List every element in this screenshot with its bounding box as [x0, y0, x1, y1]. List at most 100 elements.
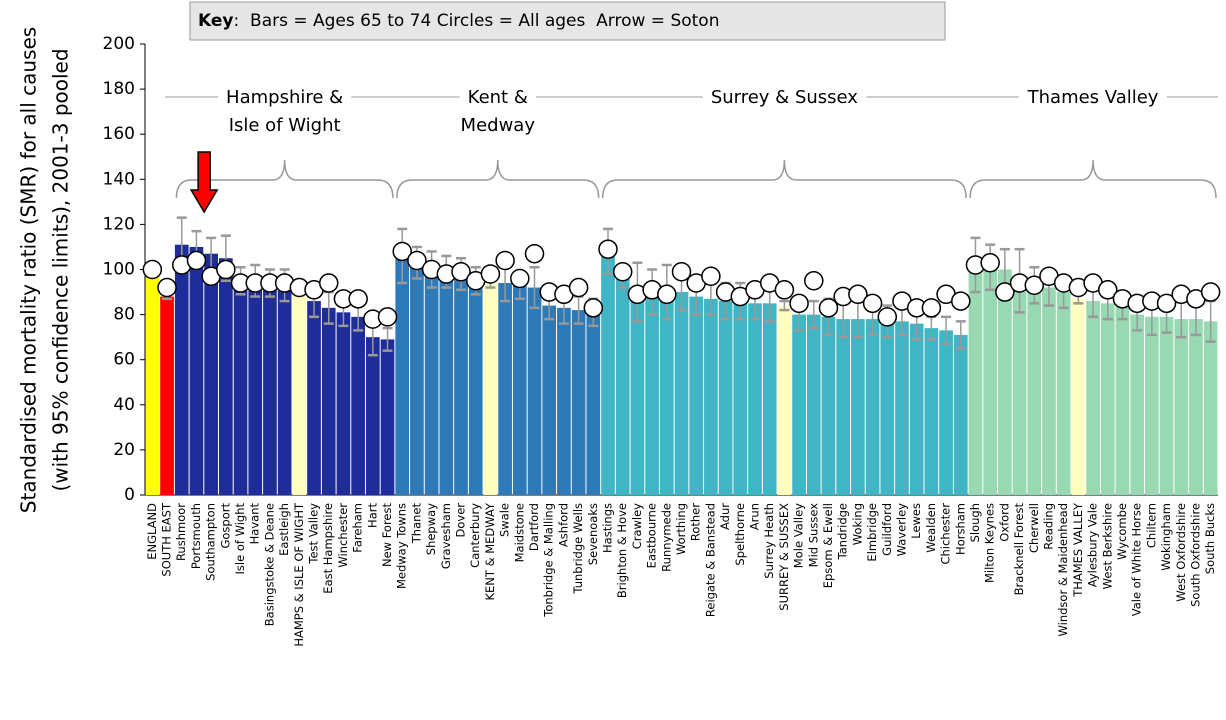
group-label-bg — [459, 87, 536, 108]
bar — [410, 262, 424, 495]
y-tick-label: 160 — [103, 124, 135, 144]
key: Key: Bars = Ages 65 to 74 Circles = All … — [198, 11, 719, 31]
x-tick-label: Eastbourne — [645, 503, 659, 568]
x-tick-label: South Bucks — [1203, 503, 1217, 574]
x-tick-label: Swale — [498, 503, 512, 537]
group-brace — [175, 159, 394, 199]
all-ages-point — [186, 250, 207, 271]
all-ages-point — [568, 277, 589, 298]
key-box — [189, 1, 946, 41]
all-ages-point — [377, 307, 398, 327]
error-bar — [529, 265, 540, 310]
x-tick-label: Basingstoke & Deane — [262, 503, 276, 626]
x-tick-label: Gravesham — [439, 503, 453, 569]
all-ages-point — [1098, 280, 1118, 300]
all-ages-point — [480, 264, 501, 284]
bar — [1012, 280, 1027, 495]
bar — [336, 312, 351, 495]
x-tick-label: Elmbridge — [865, 503, 879, 562]
bar — [160, 296, 174, 495]
bar — [512, 285, 527, 495]
x-tick-label: Tonbridge & Malling — [542, 503, 556, 618]
bar — [1145, 316, 1159, 495]
y-title: (with 95% confidence limits), 2001-3 poo… — [49, 48, 73, 491]
bar — [939, 330, 953, 495]
x-tick-label: Winchester — [336, 503, 350, 568]
group-label: Surrey & Sussex — [711, 87, 858, 108]
all-ages-point — [701, 266, 721, 287]
all-ages-point — [848, 284, 868, 305]
error-bar — [382, 326, 393, 352]
bar — [851, 319, 865, 495]
x-tick-label: Windsor & Maidenhead — [1056, 503, 1070, 636]
x-tick-label: Chichester — [939, 503, 953, 565]
group-label: Thames Valley — [1027, 87, 1159, 108]
bar — [307, 301, 321, 495]
x-tick-label: Horsham — [953, 503, 967, 555]
y-tick-label: 40 — [113, 395, 135, 415]
x-tick-label: Waverley — [894, 503, 908, 557]
bar — [806, 314, 821, 495]
bar — [968, 264, 983, 495]
bar — [365, 337, 380, 495]
x-tick-label: Test Valley — [307, 503, 321, 565]
key-text: : Bars = Ages 65 to 74 Circles = All age… — [234, 11, 720, 31]
y-tick-label: 100 — [103, 260, 135, 280]
bar — [586, 312, 601, 495]
key-label: Key — [198, 11, 234, 31]
bar — [204, 253, 218, 495]
bar — [704, 298, 718, 495]
x-tick-label: Hastings — [601, 503, 615, 553]
error-bar — [808, 299, 819, 330]
x-tick-label: THAMES VALLEY — [1071, 502, 1085, 598]
all-ages-point — [862, 293, 883, 314]
bar — [909, 323, 924, 495]
group-label: Hampshire & — [226, 87, 343, 108]
group-label: Isle of Wight — [229, 115, 341, 136]
bar — [953, 334, 968, 495]
all-ages-point — [495, 250, 515, 271]
group-brace — [396, 159, 600, 199]
x-tick-label: Maidstone — [512, 503, 526, 562]
bar — [468, 280, 483, 495]
group-brace — [601, 159, 967, 199]
y-tick-label: 140 — [103, 169, 135, 189]
x-tick-label: Bracknell Forest — [1012, 503, 1026, 596]
all-ages-point — [951, 291, 971, 311]
x-tick-label: Reigate & Banstead — [703, 503, 717, 617]
bar — [218, 258, 233, 495]
x-tick-label: Canterbury — [468, 503, 482, 568]
bar — [439, 271, 454, 495]
x-tick-label: Rother — [689, 503, 703, 541]
group-label-bg — [702, 87, 867, 108]
bar — [454, 274, 468, 495]
group-label-bg — [452, 115, 544, 136]
x-tick-label: West Berkshire — [1100, 503, 1114, 589]
x-tick-label: Shepway — [424, 503, 438, 555]
bar — [1056, 292, 1071, 495]
x-tick-label: Epsom & Ewell — [821, 503, 835, 588]
bar — [1071, 298, 1086, 495]
bar — [542, 305, 557, 495]
bar — [733, 301, 748, 495]
group-label: Kent & — [468, 87, 528, 108]
all-ages-point — [995, 282, 1015, 302]
all-ages-point — [1200, 282, 1221, 302]
x-tick-label: Vale of White Horse — [1130, 503, 1144, 616]
x-tick-label: New Forest — [380, 503, 394, 568]
all-ages-point — [1024, 275, 1045, 296]
bar — [865, 319, 880, 495]
all-ages-point — [318, 273, 339, 293]
bar — [1115, 305, 1130, 495]
all-ages-point — [657, 284, 677, 305]
x-tick-label: Spelthorne — [733, 503, 747, 566]
bar — [145, 269, 160, 495]
x-tick-label: SOUTH EAST — [160, 502, 174, 577]
bar — [748, 303, 762, 495]
x-tick-label: East Hampshire — [321, 503, 335, 594]
all-ages-point — [671, 262, 692, 282]
bar — [792, 314, 806, 495]
all-ages-point — [921, 298, 942, 318]
bar — [527, 287, 542, 495]
